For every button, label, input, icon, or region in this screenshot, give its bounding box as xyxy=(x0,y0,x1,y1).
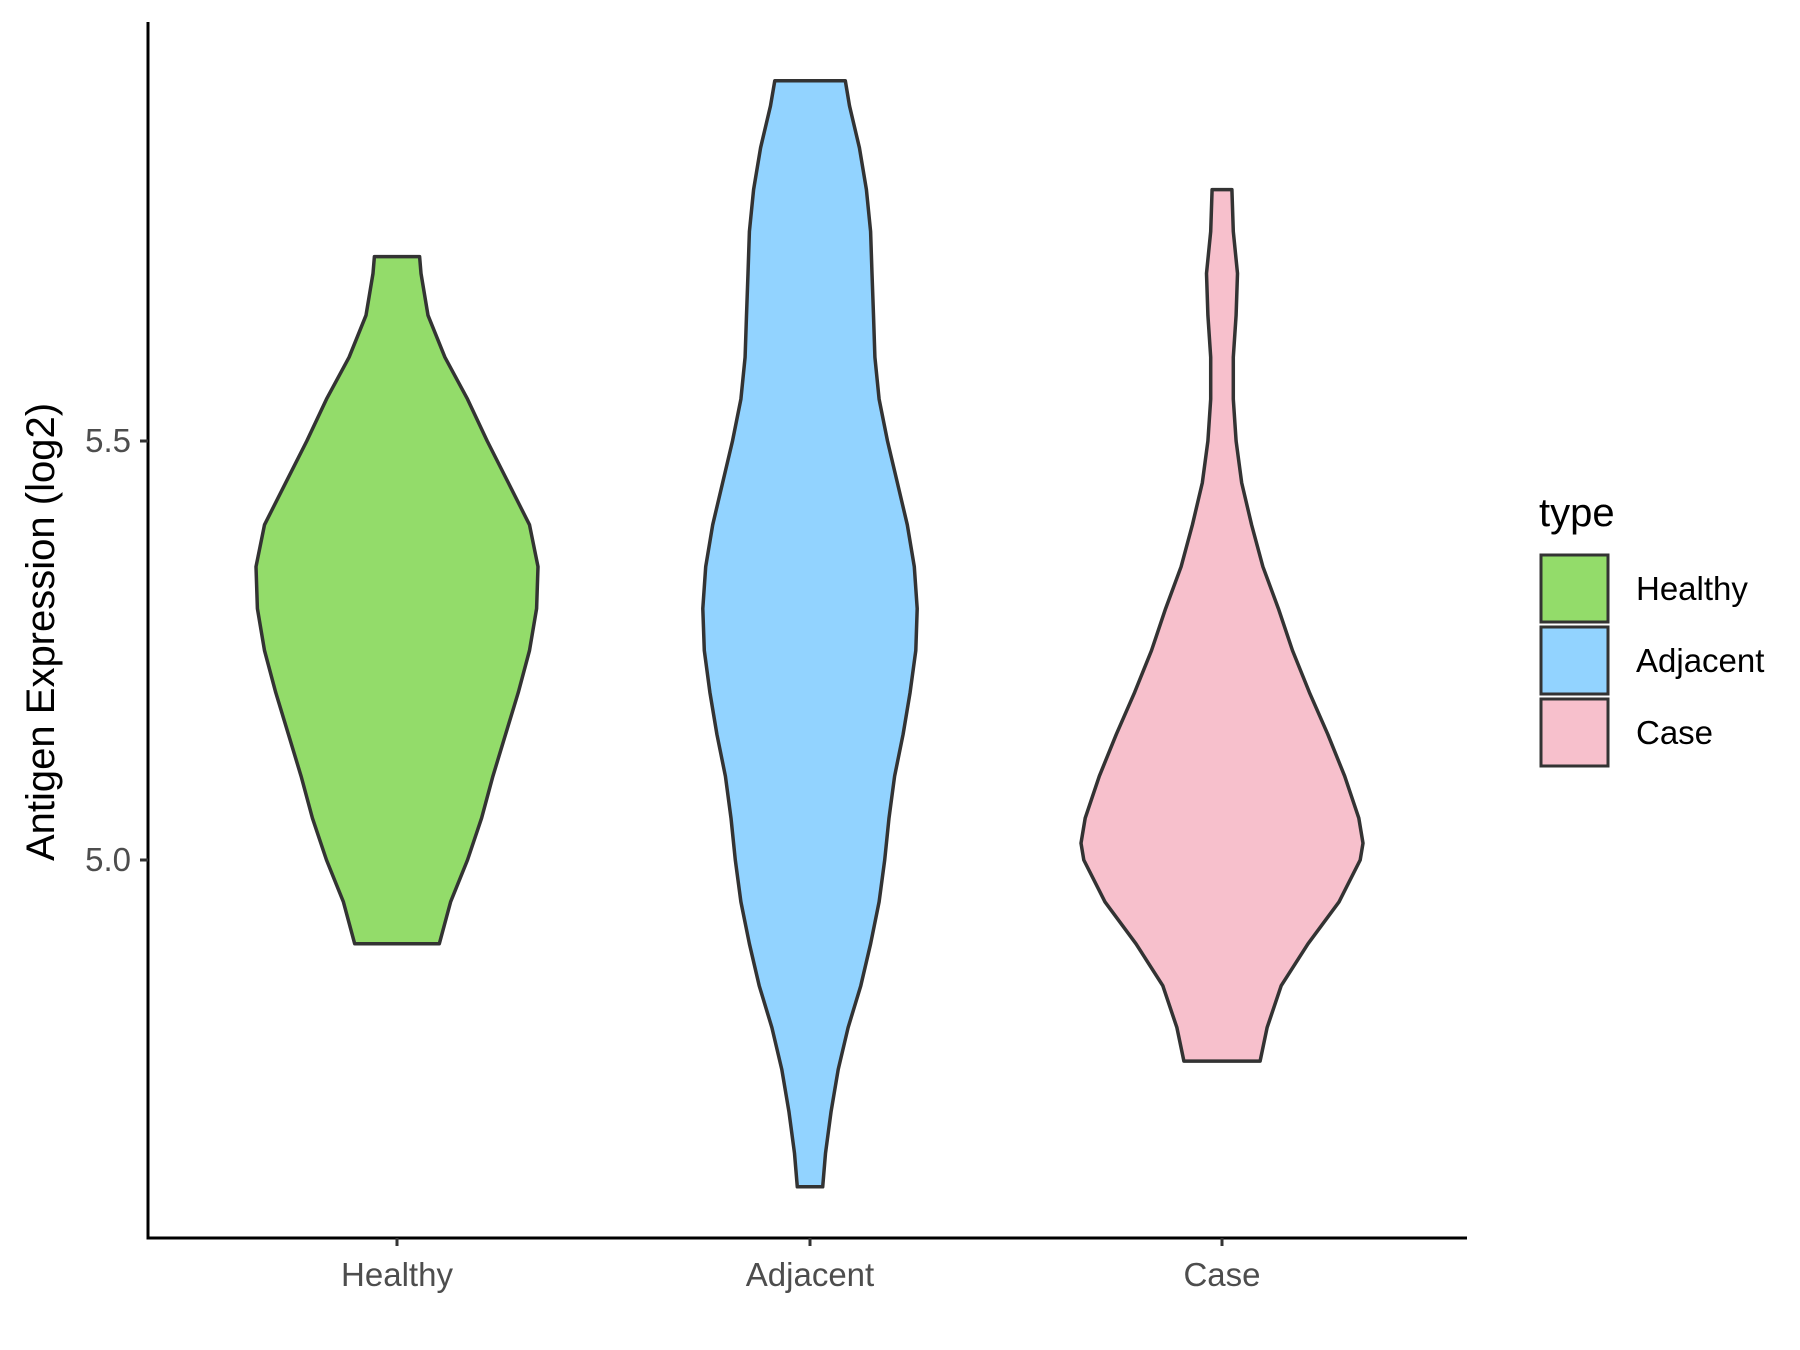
violins-layer xyxy=(254,78,1365,1189)
y-ticks: 5.0 5.5 xyxy=(85,422,148,878)
legend: type Healthy Adjacent Case xyxy=(1539,491,1764,768)
violin-adjacent xyxy=(701,78,919,1189)
violin-case xyxy=(1079,187,1365,1063)
y-tick-label: 5.5 xyxy=(85,422,131,459)
legend-label-adjacent: Adjacent xyxy=(1636,642,1764,679)
y-axis-title: Antigen Expression (log2) xyxy=(19,403,63,861)
x-ticks: Healthy Adjacent Case xyxy=(341,1238,1261,1293)
x-tick-label-adjacent: Adjacent xyxy=(746,1256,874,1293)
x-tick-label-case: Case xyxy=(1183,1256,1260,1293)
legend-swatch-case xyxy=(1539,697,1610,768)
x-tick-label-healthy: Healthy xyxy=(341,1256,453,1293)
y-tick-label: 5.0 xyxy=(85,841,131,878)
axes xyxy=(146,22,1467,1240)
legend-swatch-healthy xyxy=(1539,553,1610,624)
legend-swatch-adjacent xyxy=(1539,625,1610,696)
legend-label-healthy: Healthy xyxy=(1636,570,1748,607)
legend-label-case: Case xyxy=(1636,714,1713,751)
legend-title: type xyxy=(1539,491,1615,535)
violin-healthy xyxy=(254,254,540,946)
